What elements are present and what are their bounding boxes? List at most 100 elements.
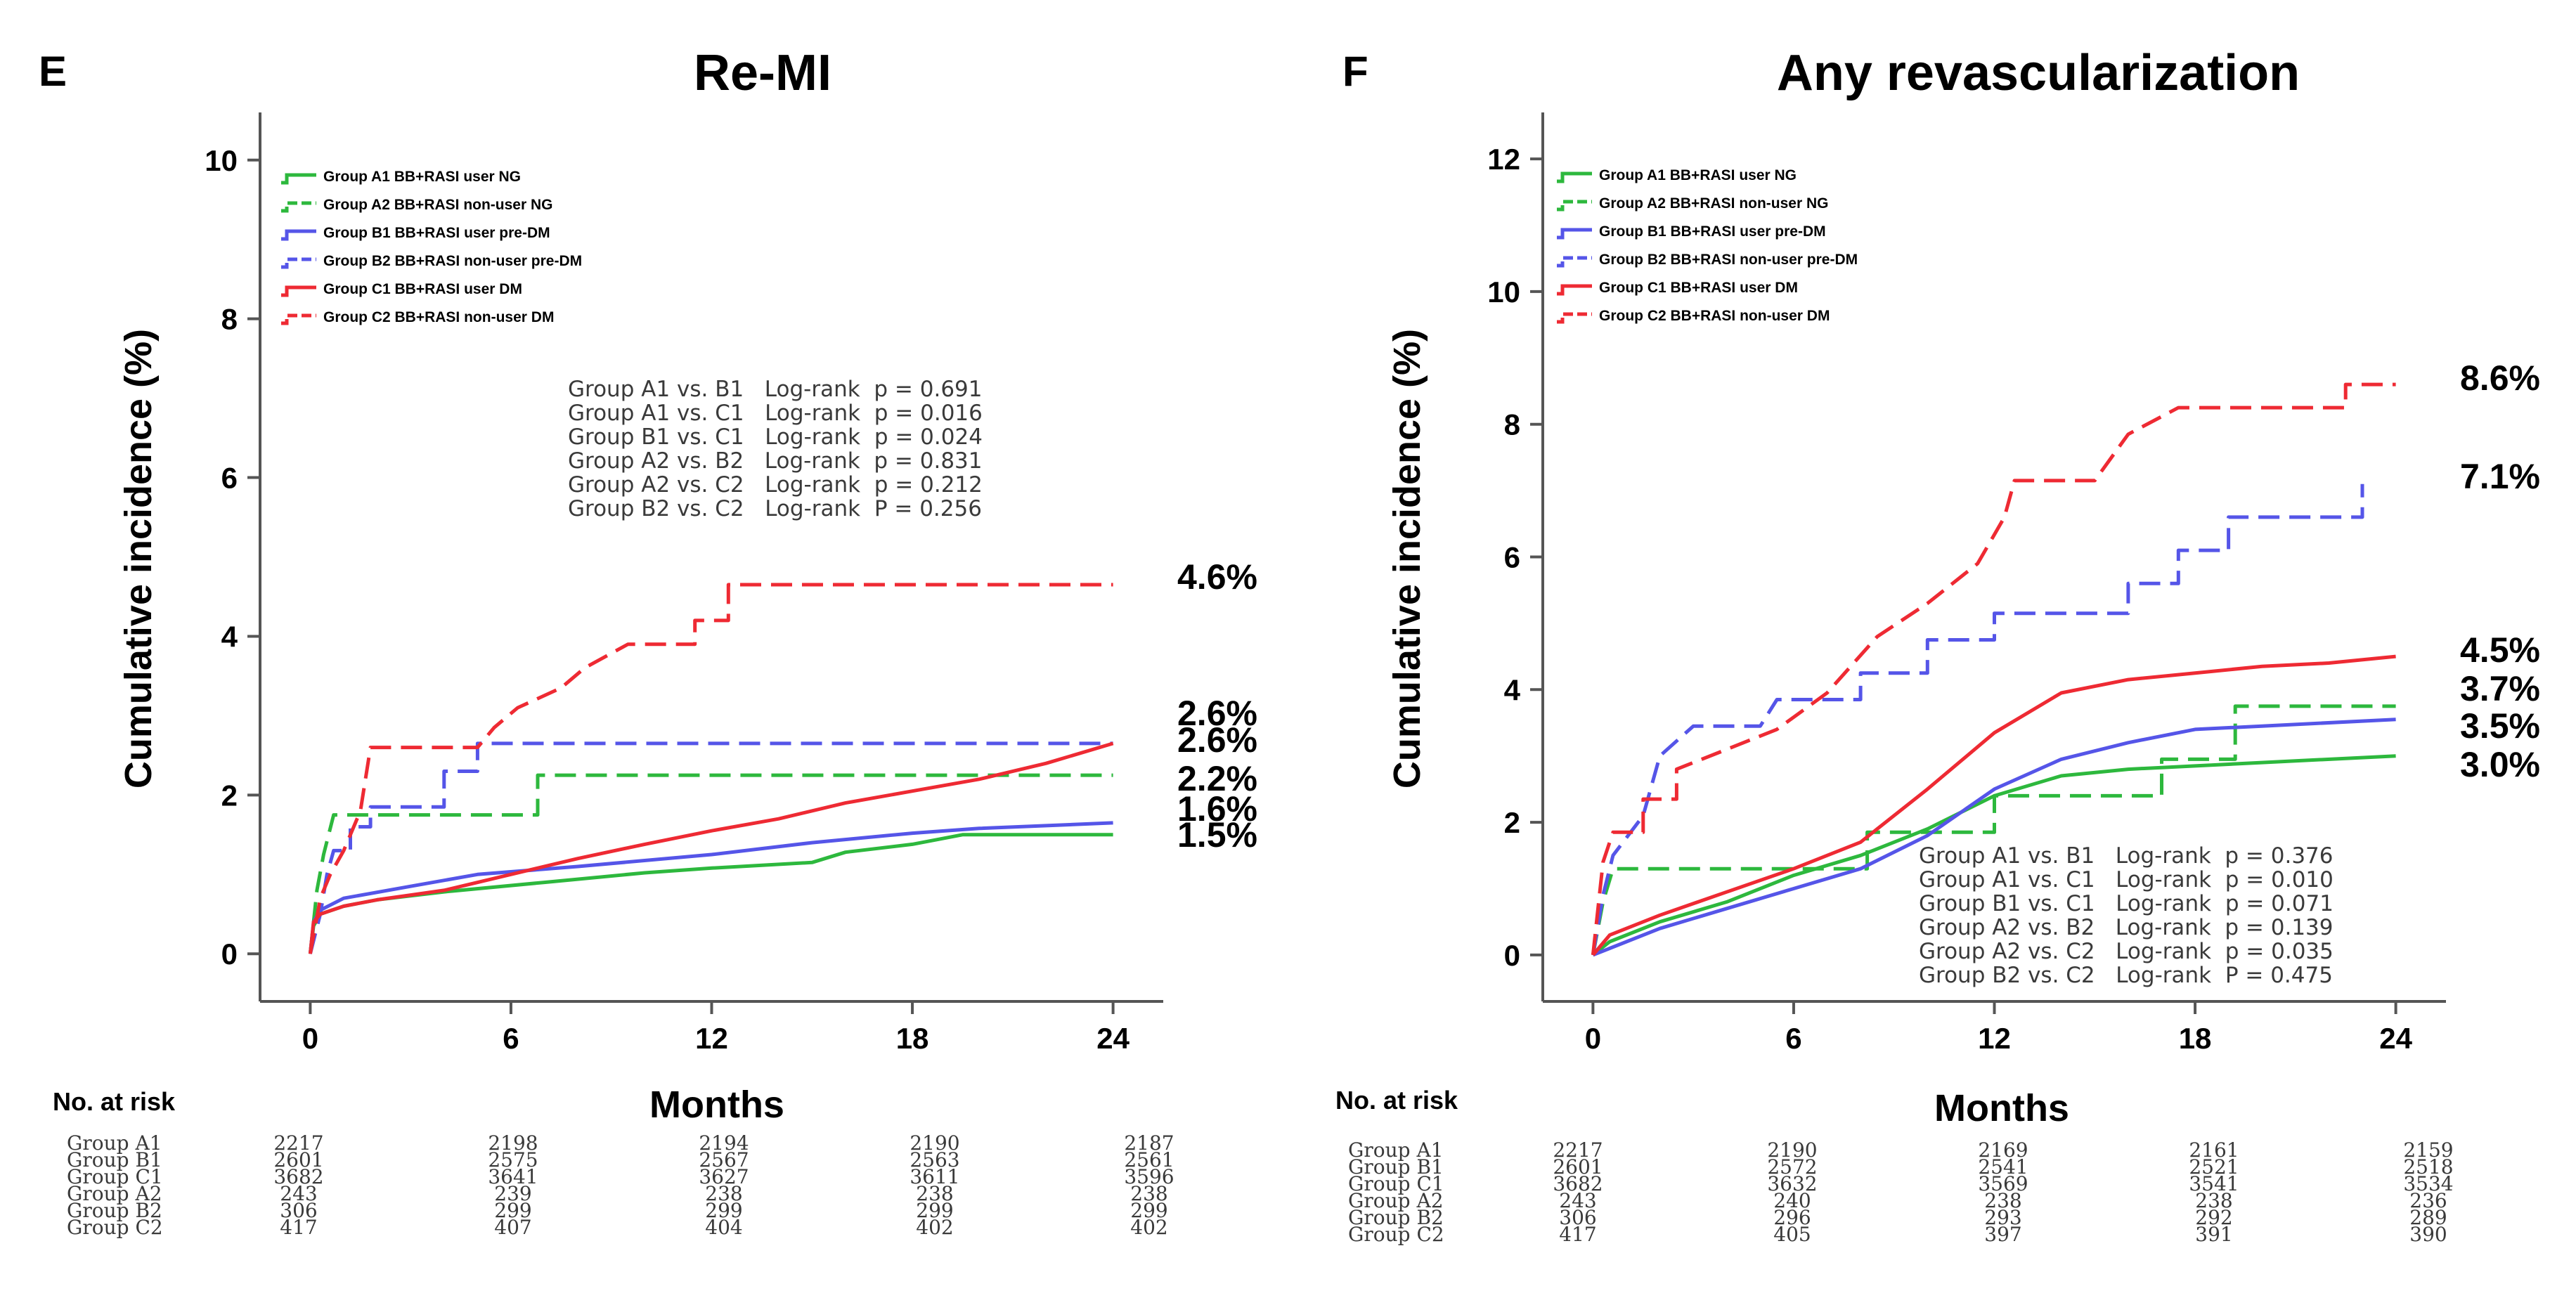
risk-cell: 306	[280, 1199, 317, 1222]
y-tick-label: 2	[221, 779, 238, 812]
risk-cell: 2190	[910, 1131, 959, 1155]
end-label-a1: 1.5%	[1177, 815, 1257, 855]
y-tick-label: 6	[221, 462, 238, 495]
risk-cell: 402	[916, 1216, 953, 1239]
risk-table-header: No. at risk	[53, 1087, 176, 1116]
series-a2-curve	[1591, 704, 2396, 956]
risk-cell: 2563	[910, 1148, 959, 1171]
risk-cell: 3682	[273, 1165, 323, 1188]
y-tick-label: 12	[1487, 143, 1520, 176]
stat-line: Group A1 vs. C1 Log-rank p = 0.016	[568, 401, 983, 426]
risk-cell: 3627	[699, 1165, 749, 1188]
series-a2-curve	[308, 773, 1113, 954]
y-tick-label: 8	[1504, 408, 1520, 441]
risk-cell: 2567	[699, 1148, 749, 1171]
y-tick-label: 4	[1504, 673, 1521, 706]
risk-cell: 296	[1773, 1206, 1811, 1229]
risk-table: No. at risk Group A1 Group B1 Group C1 G…	[53, 1087, 1174, 1239]
y-tick-label: 0	[221, 937, 238, 970]
risk-cell: 293	[1984, 1206, 2021, 1229]
risk-cell: 2572	[1767, 1155, 1817, 1179]
legend: Group A1 BB+RASI user NG Group A2 BB+RAS…	[281, 169, 582, 325]
risk-cell: 3569	[1978, 1172, 2028, 1195]
legend-swatch	[281, 173, 316, 185]
stat-line: Group B1 vs. C1 Log-rank p = 0.024	[568, 424, 983, 450]
risk-cell: 306	[1559, 1206, 1596, 1229]
risk-group-label: Group C2	[1348, 1223, 1444, 1246]
risk-group-label: Group B2	[1348, 1206, 1444, 1229]
end-label-a1: 3.0%	[2460, 745, 2540, 784]
risk-cell: 299	[916, 1199, 953, 1222]
panel-f: F Any revascularization Cumulative incid…	[1335, 45, 2540, 1246]
risk-cell: 292	[2195, 1206, 2232, 1229]
y-axis-title: Cumulative incidence (%)	[117, 329, 160, 788]
stat-line: Group B1 vs. C1 Log-rank p = 0.071	[1919, 891, 2334, 916]
risk-cell: 238	[916, 1182, 953, 1205]
stat-line: Group A1 vs. B1 Log-rank p = 0.691	[568, 377, 982, 402]
series-c1-curve	[308, 741, 1114, 954]
risk-cell: 299	[494, 1199, 531, 1222]
risk-cell: 238	[1984, 1189, 2021, 1212]
risk-group-label: Group A1	[67, 1131, 162, 1155]
risk-cell: 243	[280, 1182, 317, 1205]
x-tick-label: 18	[896, 1022, 929, 1055]
x-tick-label: 12	[695, 1022, 728, 1055]
x-tick-label: 0	[1585, 1022, 1601, 1055]
chart-title: Any revascularization	[1777, 45, 2300, 101]
legend-label: Group A1 BB+RASI user NG	[323, 169, 521, 185]
logrank-stats: Group A1 vs. B1 Log-rank p = 0.376 Group…	[1919, 843, 2334, 988]
chart-title: Re-MI	[694, 45, 831, 101]
y-ticks: 0 2 4 6 8 10	[205, 144, 260, 970]
x-tick-label: 24	[1096, 1022, 1130, 1055]
legend-swatch	[281, 257, 316, 269]
risk-cell: 2190	[1767, 1138, 1817, 1162]
end-label-c2: 4.6%	[1177, 557, 1257, 597]
risk-group-label: Group C1	[67, 1165, 163, 1188]
risk-cell: 238	[1130, 1182, 1167, 1205]
risk-cell: 2217	[273, 1131, 323, 1155]
x-tick-label: 0	[302, 1022, 318, 1055]
risk-cell: 2194	[699, 1131, 749, 1155]
legend-label: Group B1 BB+RASI user pre-DM	[1599, 223, 1826, 240]
stat-line: Group A1 vs. B1 Log-rank p = 0.376	[1919, 843, 2333, 869]
risk-cell: 238	[705, 1182, 742, 1205]
legend-swatch	[1557, 228, 1592, 240]
y-axis-title: Cumulative incidence (%)	[1386, 329, 1428, 788]
x-tick-label: 24	[2379, 1022, 2412, 1055]
legend-label: Group B2 BB+RASI non-user pre-DM	[1599, 252, 1858, 268]
legend-swatch	[281, 229, 316, 241]
x-ticks: 0 6 12 18 24	[1585, 1001, 2413, 1055]
legend-swatch	[281, 285, 316, 297]
risk-cell: 2541	[1978, 1155, 2028, 1179]
risk-cell: 299	[705, 1199, 742, 1222]
y-tick-label: 0	[1504, 939, 1520, 972]
stat-line: Group A2 vs. B2 Log-rank p = 0.139	[1919, 915, 2333, 940]
legend-swatch	[281, 201, 316, 213]
x-axis-title: Months	[1934, 1087, 2069, 1129]
panel-letter: F	[1342, 48, 1368, 95]
end-labels: 1.5% 2.2% 1.6% 2.6% 2.6% 4.6%	[1177, 557, 1257, 855]
y-ticks: 0 2 4 6 8 10 12	[1487, 143, 1543, 972]
risk-cell: 3611	[910, 1165, 959, 1188]
risk-cell: 2521	[2189, 1155, 2239, 1179]
risk-cell: 405	[1773, 1223, 1811, 1246]
end-labels: 3.0% 3.7% 3.5% 7.1% 4.5% 8.6%	[2460, 358, 2540, 784]
legend-label: Group C1 BB+RASI user DM	[1599, 280, 1798, 296]
risk-group-label: Group C2	[67, 1216, 163, 1239]
legend-swatch	[1557, 200, 1592, 212]
y-tick-label: 4	[221, 620, 238, 653]
end-label-b2: 2.6%	[1177, 694, 1257, 733]
end-label-b1: 1.6%	[1177, 789, 1257, 829]
series-b1-curve	[1592, 718, 2396, 957]
risk-cell: 238	[2195, 1189, 2232, 1212]
legend-swatch	[281, 313, 316, 325]
end-label-c1: 2.6%	[1177, 720, 1257, 760]
risk-cell: 391	[2195, 1223, 2232, 1246]
risk-cell: 2601	[1553, 1155, 1603, 1179]
legend-label: Group B2 BB+RASI non-user pre-DM	[323, 253, 582, 269]
legend-label: Group C2 BB+RASI non-user DM	[323, 309, 554, 325]
risk-group-label: Group A2	[67, 1182, 162, 1205]
legend-label: Group A2 BB+RASI non-user NG	[323, 197, 553, 213]
x-ticks: 0 6 12 18 24	[302, 1001, 1130, 1055]
risk-cell: 3541	[2189, 1172, 2239, 1195]
